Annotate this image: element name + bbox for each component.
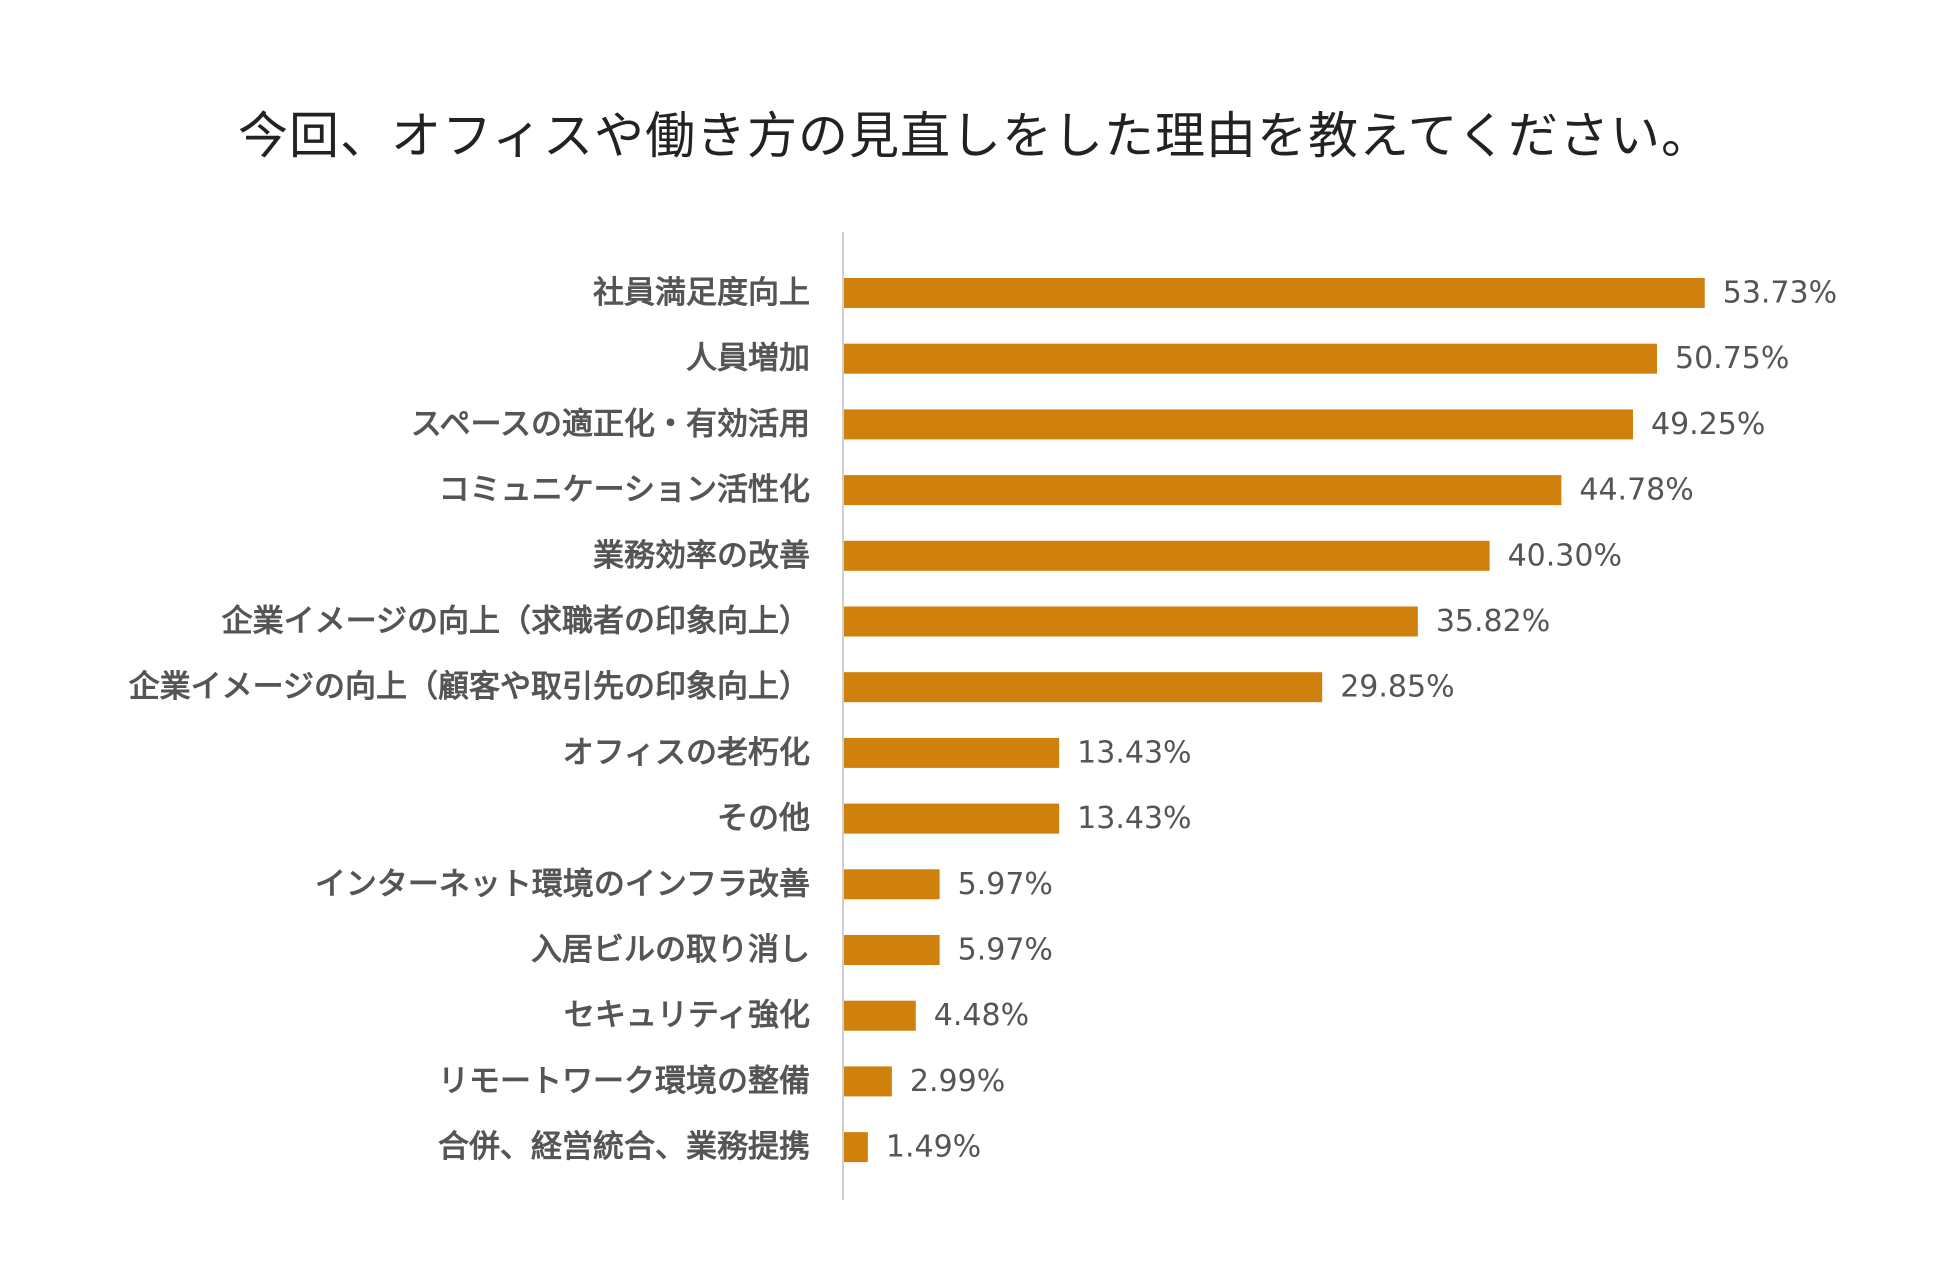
data-label: 4.48%: [934, 998, 1029, 1033]
category-label: 入居ビルの取り消し: [531, 932, 810, 968]
bar: [844, 1066, 892, 1097]
bar: [844, 343, 1658, 374]
category-label: スペースの適正化・有効活用: [411, 406, 810, 442]
category-label: 人員増加: [686, 341, 810, 377]
bar: [844, 409, 1633, 440]
data-label: 49.25%: [1651, 407, 1765, 442]
bar: [844, 869, 940, 900]
bar: [844, 1000, 916, 1031]
category-label: 企業イメージの向上（求職者の印象向上）: [222, 604, 810, 640]
category-label: インターネット環境のインフラ改善: [315, 866, 810, 902]
bar: [844, 606, 1418, 637]
category-label: リモートワーク環境の整備: [438, 1063, 810, 1099]
bar: [844, 475, 1562, 506]
data-label: 29.85%: [1340, 670, 1454, 705]
data-label: 44.78%: [1579, 473, 1693, 508]
data-label: 35.82%: [1436, 604, 1550, 639]
data-label: 2.99%: [910, 1064, 1005, 1099]
category-label: オフィスの老朽化: [563, 735, 810, 771]
data-label: 50.75%: [1675, 341, 1789, 376]
data-label: 53.73%: [1723, 276, 1837, 311]
data-label: 40.30%: [1508, 538, 1622, 573]
bar: [844, 1132, 868, 1163]
bar: [844, 737, 1060, 768]
data-label: 13.43%: [1077, 801, 1191, 836]
data-label: 1.49%: [886, 1130, 981, 1165]
bar: [844, 540, 1490, 571]
chart-title: 今回、オフィスや働き方の見直しをした理由を教えてください。: [238, 107, 1712, 165]
category-label: 合併、経営統合、業務提携: [438, 1129, 810, 1165]
bar: [844, 672, 1323, 703]
category-label: 企業イメージの向上（顧客や取引先の印象向上）: [129, 669, 810, 705]
bars-group: 社員満足度向上 53.73% 人員増加 50.75% スペースの適正化・有効活用 49.2…: [129, 275, 1838, 1165]
category-label: 社員満足度向上: [593, 275, 810, 311]
category-label: セキュリティ強化: [564, 998, 810, 1034]
data-label: 5.97%: [958, 867, 1053, 902]
category-label: 業務効率の改善: [593, 538, 810, 574]
data-label: 13.43%: [1077, 735, 1191, 770]
category-label: コミュニケーション活性化: [439, 472, 810, 508]
data-label: 5.97%: [958, 933, 1053, 968]
bar: [844, 278, 1705, 308]
category-label: その他: [717, 801, 810, 837]
bar: [844, 935, 940, 965]
bar: [844, 803, 1060, 834]
